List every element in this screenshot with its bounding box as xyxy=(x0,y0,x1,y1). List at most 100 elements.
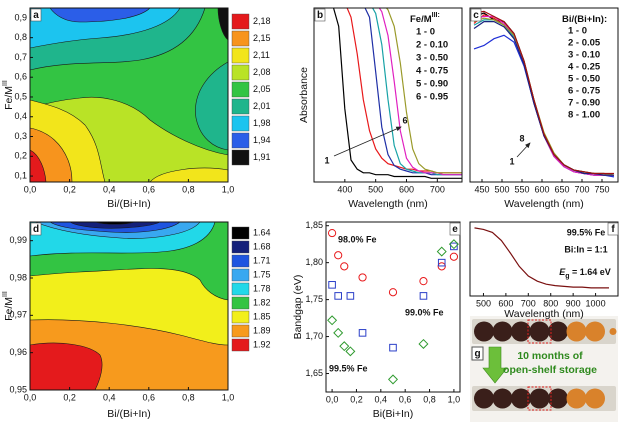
x-tick-label: 400 xyxy=(337,184,352,194)
panel-label-box xyxy=(30,8,42,22)
x-tick-label: 700 xyxy=(521,298,536,308)
colorbar-box xyxy=(231,254,250,268)
x-tick-label: 0,2 xyxy=(350,394,363,404)
y-tick-label: 0,99 xyxy=(9,235,27,245)
y-axis-label: Bandgap (eV) xyxy=(292,275,304,340)
lines xyxy=(474,227,609,289)
photo-g: g 10 months of open-shelf storage xyxy=(470,316,618,422)
plot-frame xyxy=(325,221,461,393)
y-tick-label: 0,2 xyxy=(14,151,27,161)
point xyxy=(327,315,338,326)
plot-frame xyxy=(469,7,619,183)
colorbar-label: 1.89 xyxy=(253,325,271,335)
y-tick-label: 0,7 xyxy=(14,52,27,62)
caption: open-shelf storage xyxy=(503,364,597,376)
x-tick-label: 0,6 xyxy=(143,392,156,402)
x-tick-label: 1000 xyxy=(586,298,606,308)
legend-entry: 5 - 0.50 xyxy=(568,74,600,85)
point xyxy=(358,329,367,337)
legend-entry: 1 - 0 xyxy=(568,26,587,37)
panel-label: a xyxy=(33,10,39,21)
colorbar-label: 2,01 xyxy=(253,101,271,111)
legend-entry: 4 - 0.25 xyxy=(568,62,601,73)
colorbar-label: 2,08 xyxy=(253,67,271,77)
point xyxy=(333,327,344,338)
spectrum-line xyxy=(371,8,462,176)
colorbar-box xyxy=(231,268,250,282)
y-tick-label: 0,6 xyxy=(14,72,27,82)
legend-entry: 1 - 0 xyxy=(416,27,435,38)
x-axis-label: Bi(Bi+In) xyxy=(373,408,414,420)
colorbar-box xyxy=(231,47,250,64)
y-tick-label: 0,3 xyxy=(14,131,27,141)
panel-contour: 1.641.681.711.751.781.821.851.891.920,0 0… xyxy=(2,221,271,420)
point xyxy=(448,239,459,250)
legend-title-text: Fe/M xyxy=(410,14,432,25)
panel-label: b xyxy=(317,10,323,21)
colorbar-label: 1.68 xyxy=(253,241,271,251)
colorbar-box xyxy=(231,226,250,240)
panel-label: f xyxy=(611,224,615,235)
x-tick-label: 450 xyxy=(474,184,489,194)
colorbar-box xyxy=(231,149,250,166)
point xyxy=(358,273,367,282)
x-tick-label: 0,8 xyxy=(423,394,436,404)
colorbar-box xyxy=(231,81,250,98)
point xyxy=(339,341,350,352)
x-tick-label: 1,0 xyxy=(222,392,235,402)
contour-a xyxy=(29,7,229,183)
colorbar-label: 1.82 xyxy=(253,297,271,307)
point xyxy=(388,288,398,297)
trend-arrow xyxy=(516,142,531,158)
plot-frame xyxy=(29,221,229,391)
point xyxy=(419,292,428,300)
x-tick-label: 0,0 xyxy=(24,184,37,194)
y-tick-label: 0,5 xyxy=(14,91,27,101)
y-axis-label-text: Bandgap (eV) xyxy=(292,275,304,340)
colorbar-box xyxy=(231,310,250,324)
contour-d xyxy=(29,221,229,391)
x-tick-label: 0,4 xyxy=(375,394,388,404)
y-tick-label: 1,85 xyxy=(305,220,323,230)
legend-title-sup: III: xyxy=(432,12,440,19)
x-tick-label: 600 xyxy=(534,184,549,194)
legend-entry: 2 - 0.10 xyxy=(416,40,448,51)
panel-line: Bi/(Bi+In):1 - 02 - 0.053 - 0.104 - 0.25… xyxy=(469,7,619,210)
storage-arrow xyxy=(482,346,508,384)
y-axis-label-text: Fe/M xyxy=(3,297,15,321)
legend-title-text: Bi/(Bi+In): xyxy=(562,14,607,25)
sample-wells-orange xyxy=(566,321,617,409)
trend-arrow xyxy=(333,126,402,157)
colorbar-box xyxy=(231,13,250,30)
y-tick-label: 0,9 xyxy=(14,12,27,22)
x-tick-label: 700 xyxy=(430,184,445,194)
colorbar-label: 1.75 xyxy=(253,269,271,279)
x-tick-label: 0,2 xyxy=(63,392,76,402)
colorbar-box xyxy=(231,30,250,47)
panel-label-box xyxy=(30,222,42,236)
annotation: 1 xyxy=(509,156,514,166)
panel-label-box xyxy=(470,8,482,22)
y-axis-label-text: Fe/M xyxy=(3,86,15,110)
point xyxy=(345,346,356,357)
panel-label-box xyxy=(314,8,326,22)
legend-entry: 8 - 1.00 xyxy=(568,110,600,121)
legend-title: Fe/MIII: xyxy=(410,12,440,24)
contour-region xyxy=(49,7,151,23)
y-tick-label: 0,1 xyxy=(14,170,27,180)
x-tick-label: 0,0 xyxy=(326,394,339,404)
annotation: 1 xyxy=(324,155,329,165)
panel-label-box xyxy=(449,222,461,236)
panel-scatter: 98.0% Fe 99.0% Fe 99.5% Fe 0,0 0,2 0,4 0,6 0,8 1… xyxy=(292,220,461,420)
legend-entry: 6 - 0.95 xyxy=(416,92,449,103)
colorbar-label: 1.71 xyxy=(253,255,271,265)
band-gap-symbol: E xyxy=(559,267,566,277)
panel-label: c xyxy=(473,10,479,21)
y-tick-label: 0,8 xyxy=(14,32,27,42)
band-gap: Eg = 1.64 eV xyxy=(559,267,611,280)
colorbar-box xyxy=(231,240,250,254)
band-gap-sub: g xyxy=(565,273,569,280)
y-tick-label: 1,65 xyxy=(305,368,323,378)
x-tick-label: 0,8 xyxy=(182,392,195,402)
y-tick-label: 0,98 xyxy=(9,272,27,282)
